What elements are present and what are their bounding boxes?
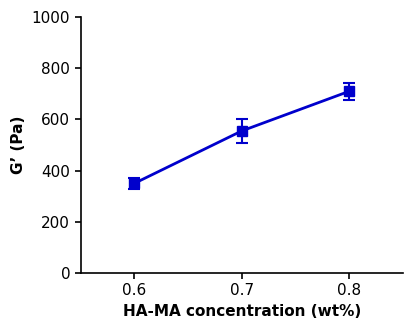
Y-axis label: G’ (Pa): G’ (Pa) [11, 116, 26, 174]
X-axis label: HA-MA concentration (wt%): HA-MA concentration (wt%) [122, 304, 360, 319]
